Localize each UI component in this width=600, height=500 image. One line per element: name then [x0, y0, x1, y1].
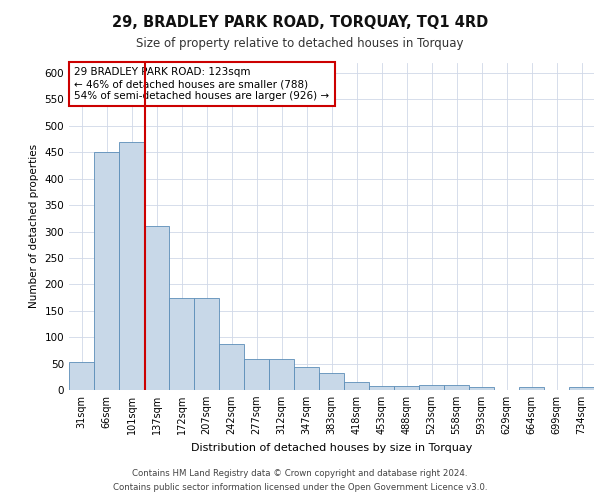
Bar: [119, 142, 144, 390]
Text: 29, BRADLEY PARK ROAD, TORQUAY, TQ1 4RD: 29, BRADLEY PARK ROAD, TORQUAY, TQ1 4RD: [112, 15, 488, 30]
Bar: [194, 298, 219, 390]
Bar: [444, 385, 469, 390]
Text: Size of property relative to detached houses in Torquay: Size of property relative to detached ho…: [136, 38, 464, 51]
Text: Contains public sector information licensed under the Open Government Licence v3: Contains public sector information licen…: [113, 484, 487, 492]
Text: Contains HM Land Registry data © Crown copyright and database right 2024.: Contains HM Land Registry data © Crown c…: [132, 468, 468, 477]
Bar: [244, 360, 269, 390]
Bar: [144, 226, 169, 390]
Text: 29 BRADLEY PARK ROAD: 123sqm
← 46% of detached houses are smaller (788)
54% of s: 29 BRADLEY PARK ROAD: 123sqm ← 46% of de…: [74, 68, 329, 100]
Bar: [344, 382, 369, 390]
X-axis label: Distribution of detached houses by size in Torquay: Distribution of detached houses by size …: [191, 442, 472, 452]
Bar: [469, 387, 494, 390]
Bar: [419, 385, 444, 390]
Bar: [219, 344, 244, 390]
Bar: [569, 388, 594, 390]
Bar: [369, 386, 394, 390]
Bar: [169, 298, 194, 390]
Y-axis label: Number of detached properties: Number of detached properties: [29, 144, 39, 308]
Bar: [269, 360, 294, 390]
Bar: [94, 152, 119, 390]
Bar: [294, 368, 319, 390]
Bar: [319, 373, 344, 390]
Bar: [519, 388, 544, 390]
Bar: [394, 386, 419, 390]
Bar: [69, 362, 94, 390]
